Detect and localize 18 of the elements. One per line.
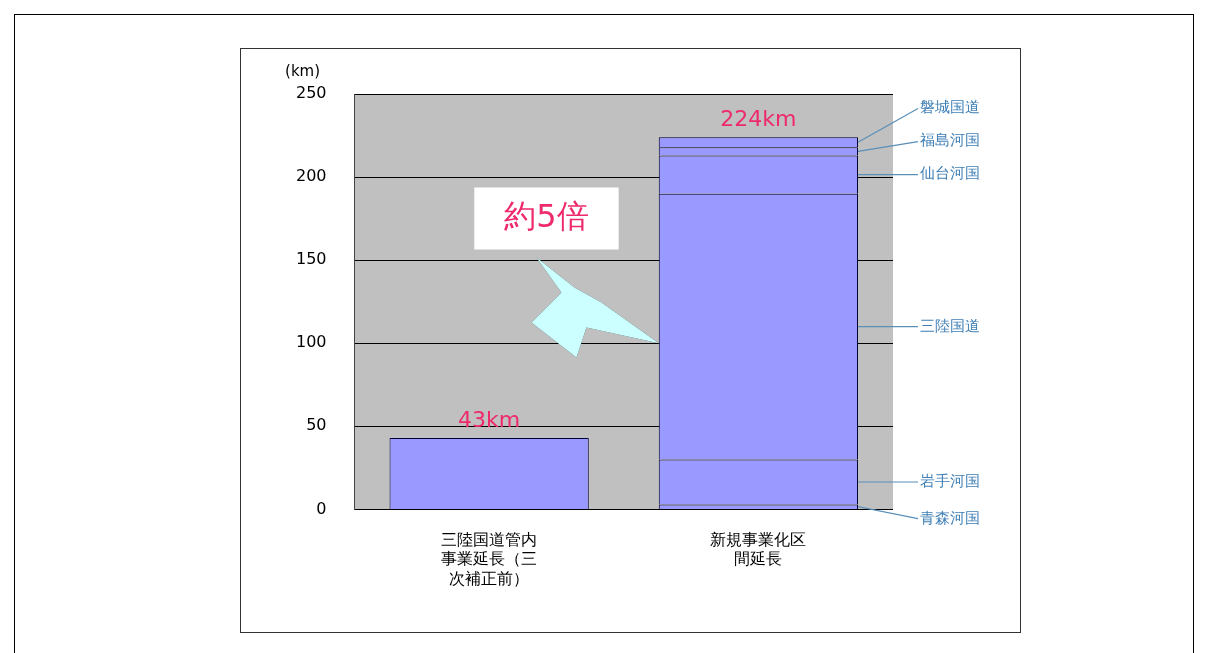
y-tick-label: 100 — [295, 332, 327, 352]
y-tick-label: 0 — [316, 498, 327, 518]
total-label: 43km — [458, 406, 521, 432]
text: 青森河国 — [920, 508, 980, 527]
text: 仙台河国 — [920, 164, 980, 183]
text: 岩手河国 — [920, 471, 980, 490]
annotation: 約5倍 — [504, 196, 589, 235]
y-axis-title: (km) — [285, 62, 321, 81]
text: 磐城国道 — [920, 98, 980, 117]
text: 三陸国道 — [920, 316, 980, 335]
y-tick-label: 250 — [295, 83, 327, 103]
y-tick-label: 150 — [295, 249, 327, 269]
x-tick-label: 三陸国道管内事業延長（三次補正前） — [441, 530, 538, 588]
y-tick-label: 200 — [295, 166, 327, 186]
y-tick-label: 50 — [306, 415, 327, 435]
total-label: 224km — [720, 105, 797, 131]
text: 福島河国 — [920, 131, 980, 150]
x-tick-label: 新規事業化区間延長 — [710, 530, 807, 569]
